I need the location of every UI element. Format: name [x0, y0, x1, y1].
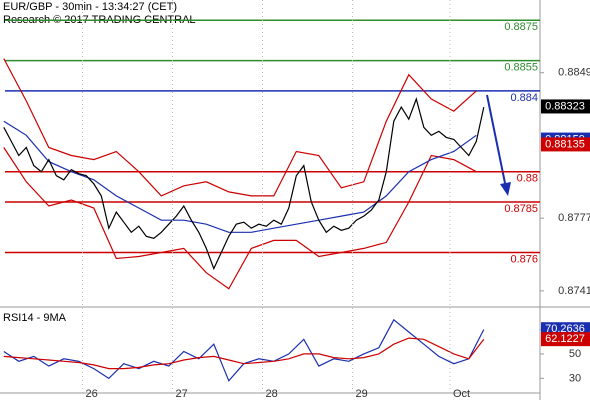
level-label: 0.8855: [504, 62, 538, 74]
price-tag-label: 0.88323: [545, 100, 585, 112]
price-tag-label: 62.1227: [545, 333, 585, 345]
price-tag: [541, 137, 590, 152]
y-tick-label: 0.8777: [558, 212, 590, 224]
price-tag-label: 70.2636: [545, 323, 585, 335]
x-tick-label: 26: [86, 388, 98, 400]
x-tick-label: 29: [356, 388, 368, 400]
series-line: [3, 97, 485, 271]
price-tag-label: 0.88135: [545, 138, 585, 150]
series-line: [3, 120, 477, 233]
x-tick-label: 27: [176, 388, 188, 400]
chart-title: EUR/GBP - 30min - 13:34:27 (CET): [3, 1, 177, 13]
y-tick-label: 0.8849: [558, 67, 590, 79]
x-tick-label: Oct: [453, 388, 470, 400]
x-tick-label: 28: [266, 388, 278, 400]
y-tick-label: 30: [569, 372, 581, 384]
y-tick-label: 0.8741: [558, 285, 590, 297]
series-line: [3, 337, 485, 370]
level-label: 0.88: [517, 173, 538, 185]
level-label: 0.884: [510, 92, 538, 104]
rsi-title: RSI14 - 9MA: [3, 312, 67, 324]
level-label: 0.8875: [504, 21, 538, 33]
forecast-arrow: [486, 94, 507, 189]
price-tag: [541, 99, 590, 114]
level-label: 0.8785: [504, 203, 538, 215]
price-tag: [541, 332, 590, 347]
forecast-arrowhead: [500, 182, 511, 196]
level-label: 0.876: [510, 253, 538, 265]
y-tick-label: 50: [569, 348, 581, 360]
series-line: [3, 58, 477, 197]
